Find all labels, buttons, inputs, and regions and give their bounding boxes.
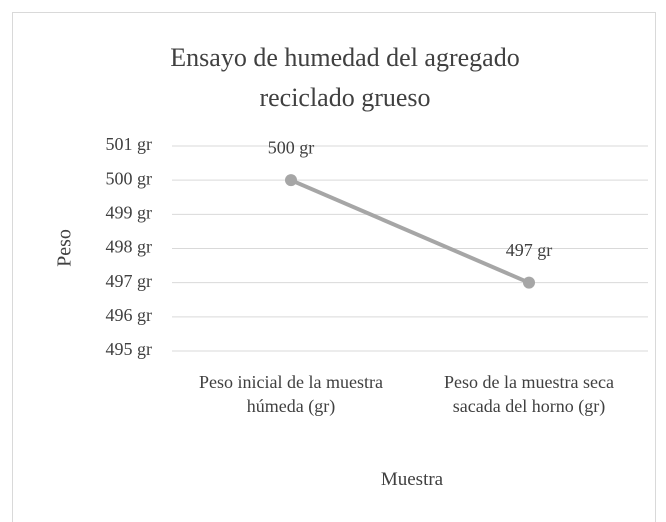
x-axis-label: Muestra [380,469,444,490]
y-tick-label: 500 gr [106,168,153,188]
x-tick-label: Peso inicial de la muestra húmeda (gr) [199,372,383,416]
data-label: 497 gr [506,240,553,260]
x-tick-label: Peso de la muestra seca sacada del horno… [444,372,614,416]
marker [285,174,297,187]
y-tick-label: 496 gr [106,305,153,325]
marker [523,276,535,289]
data-label: 500 gr [268,137,315,157]
chart-title: Ensayo de humedad del agregado reciclado… [170,43,520,112]
y-tick-label: 497 gr [106,271,153,291]
y-axis-label: Peso [54,229,76,267]
y-tick-label: 495 gr [106,339,153,359]
chart-border [12,12,656,522]
y-tick-label: 498 gr [106,237,153,257]
line [290,178,530,285]
y-tick-label: 501 gr [106,134,153,154]
y-tick-label: 499 gr [106,202,153,222]
